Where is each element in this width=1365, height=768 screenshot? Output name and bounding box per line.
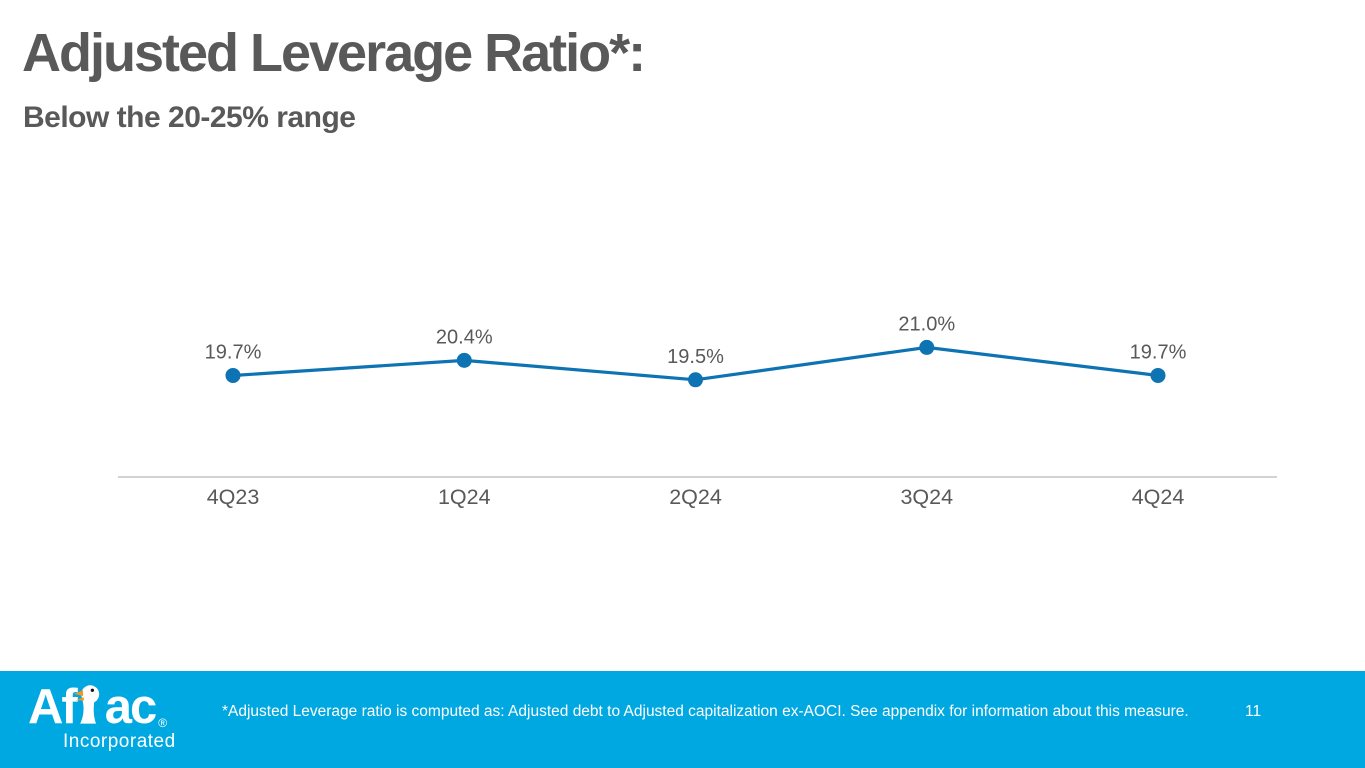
x-tick-label: 4Q24	[1132, 485, 1185, 509]
slide-subtitle: Below the 20-25% range	[23, 101, 356, 134]
aflac-logo: Af ac ® Incorporated	[28, 677, 176, 753]
data-point-1Q24	[456, 352, 472, 368]
logo-text-after-duck: ac	[104, 680, 157, 734]
logo-text-before-duck: Af	[28, 680, 78, 734]
footer-band: Af ac ® Incorporated *Adjusted Leverage …	[0, 671, 1365, 768]
data-label: 20.4%	[436, 326, 493, 348]
data-point-4Q23	[225, 367, 241, 383]
page-number: 11	[1245, 703, 1262, 720]
registered-trademark-icon: ®	[158, 716, 168, 730]
x-tick-label: 2Q24	[669, 485, 722, 509]
data-point-2Q24	[688, 372, 703, 388]
x-tick-label: 3Q24	[900, 485, 953, 509]
data-label: 19.7%	[1130, 341, 1187, 363]
slide-title: Adjusted Leverage Ratio*:	[22, 23, 646, 83]
data-label: 19.5%	[667, 346, 724, 368]
footnote-text: *Adjusted Leverage ratio is computed as:…	[222, 703, 1189, 720]
data-point-4Q24	[1150, 367, 1166, 383]
x-tick-label: 4Q23	[207, 485, 260, 509]
data-label: 19.7%	[205, 341, 262, 363]
aflac-logo-wordmark: Af ac ®	[28, 677, 176, 732]
data-point-3Q24	[919, 339, 935, 355]
logo-subtext: Incorporated	[63, 731, 176, 752]
data-label: 21.0%	[898, 313, 955, 335]
x-tick-label: 1Q24	[438, 485, 491, 509]
aflac-duck-icon	[73, 685, 99, 724]
